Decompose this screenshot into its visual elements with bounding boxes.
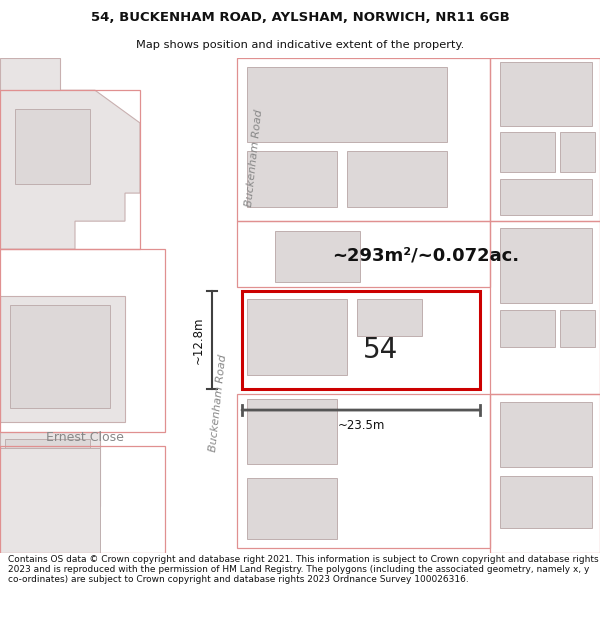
Bar xyxy=(500,228,592,302)
Bar xyxy=(500,476,592,528)
Text: ~12.8m: ~12.8m xyxy=(191,317,205,364)
Bar xyxy=(0,58,60,90)
Bar xyxy=(5,439,90,500)
Bar xyxy=(247,151,337,207)
Bar xyxy=(357,299,422,336)
Text: 54: 54 xyxy=(362,336,398,364)
Bar xyxy=(347,151,447,207)
Bar xyxy=(10,305,110,408)
Text: Map shows position and indicative extent of the property.: Map shows position and indicative extent… xyxy=(136,40,464,50)
Bar xyxy=(247,478,337,539)
Bar xyxy=(500,62,592,126)
Text: Buckenham Road: Buckenham Road xyxy=(244,109,264,208)
Text: ~293m²/~0.072ac.: ~293m²/~0.072ac. xyxy=(332,247,520,265)
Polygon shape xyxy=(195,58,275,553)
Bar xyxy=(247,67,447,142)
Bar xyxy=(500,402,592,467)
Text: Contains OS data © Crown copyright and database right 2021. This information is : Contains OS data © Crown copyright and d… xyxy=(8,554,598,584)
Text: Buckenham Road: Buckenham Road xyxy=(208,354,228,452)
Bar xyxy=(242,291,480,389)
Polygon shape xyxy=(0,90,140,249)
Text: 54, BUCKENHAM ROAD, AYLSHAM, NORWICH, NR11 6GB: 54, BUCKENHAM ROAD, AYLSHAM, NORWICH, NR… xyxy=(91,11,509,24)
Bar xyxy=(247,299,347,376)
Polygon shape xyxy=(0,429,600,446)
Bar xyxy=(500,179,592,214)
Text: Ernest Close: Ernest Close xyxy=(46,431,124,444)
Text: ~23.5m: ~23.5m xyxy=(337,419,385,431)
Bar xyxy=(15,109,90,184)
Bar xyxy=(500,132,555,172)
Bar xyxy=(0,431,100,506)
Bar xyxy=(275,231,360,282)
Bar xyxy=(0,296,125,423)
Bar xyxy=(500,310,555,348)
Bar xyxy=(560,132,595,172)
Bar xyxy=(560,310,595,348)
Bar xyxy=(247,399,337,464)
Bar xyxy=(0,448,100,553)
